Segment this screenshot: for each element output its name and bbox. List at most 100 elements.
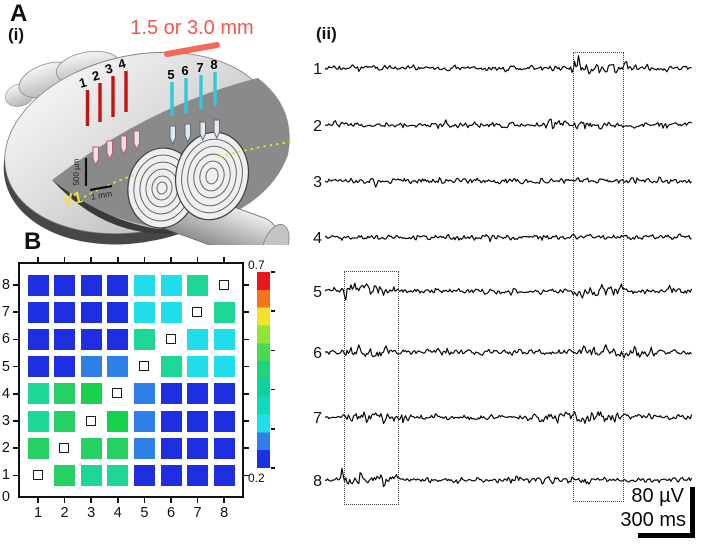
spacing-annotation-bar bbox=[164, 42, 220, 57]
v1-label: V1 bbox=[61, 189, 84, 210]
matrix-cell bbox=[80, 383, 102, 405]
matrix-diagonal-marker bbox=[165, 333, 176, 344]
matrix-cell bbox=[213, 301, 235, 323]
cyan-electrodes bbox=[170, 72, 217, 116]
matrix-cell bbox=[160, 464, 182, 486]
cerebellum bbox=[127, 131, 249, 229]
matrix-cell bbox=[160, 410, 182, 432]
axis-tick-top bbox=[196, 257, 199, 262]
matrix-cell bbox=[54, 464, 76, 486]
matrix-cell bbox=[107, 410, 129, 432]
width-scale-label: 1 mm bbox=[90, 188, 113, 202]
matrix-cell bbox=[160, 301, 182, 323]
axis-tick-left bbox=[13, 311, 18, 313]
axis-tick-right bbox=[244, 474, 249, 477]
colorbar-tick bbox=[271, 349, 275, 352]
colorbar-tick bbox=[271, 271, 275, 273]
axis-tick-top bbox=[143, 257, 146, 262]
x-tick-label: 8 bbox=[220, 505, 229, 521]
electrode-number-1: 1 bbox=[77, 74, 88, 90]
electrode-number-2: 2 bbox=[90, 67, 101, 83]
axis-tick-bottom bbox=[143, 498, 146, 503]
colorbar-min-label: 0.2 bbox=[248, 471, 265, 485]
matrix-diagonal-marker bbox=[192, 306, 203, 317]
matrix-cell bbox=[80, 464, 102, 486]
axis-tick-left bbox=[13, 365, 18, 368]
electrode-number-8: 8 bbox=[210, 57, 217, 72]
axis-tick-left bbox=[13, 393, 18, 395]
matrix-cell bbox=[187, 356, 209, 378]
burst-highlight-box-right bbox=[573, 52, 624, 502]
y-tick-label: 4 bbox=[1, 385, 10, 402]
panel-label-a-i: (i) bbox=[8, 25, 25, 44]
electrode-number-6: 6 bbox=[181, 63, 188, 78]
x-tick-label: 7 bbox=[193, 505, 202, 521]
voltage-trace-7 bbox=[325, 411, 693, 425]
electrode-number-5: 5 bbox=[167, 67, 174, 82]
matrix-cell bbox=[187, 437, 209, 459]
x-tick-label: 3 bbox=[87, 505, 96, 521]
axis-tick-left bbox=[13, 284, 18, 286]
matrix-cell bbox=[213, 464, 235, 486]
matrix-diagonal-marker bbox=[112, 388, 123, 399]
axis-tick-bottom bbox=[223, 498, 225, 503]
y-origin-label: 0 bbox=[1, 489, 10, 505]
axis-tick-right bbox=[244, 393, 249, 395]
matrix-cell bbox=[133, 437, 155, 459]
matrix-cell bbox=[213, 437, 235, 459]
axis-tick-left bbox=[13, 474, 18, 477]
voltage-scalebar bbox=[690, 487, 695, 538]
matrix-cell bbox=[160, 356, 182, 378]
trace-label-7: 7 bbox=[313, 410, 322, 427]
matrix-diagonal-marker bbox=[32, 469, 43, 480]
trace-label-6: 6 bbox=[313, 345, 322, 362]
ghost-electrodes-right bbox=[169, 119, 220, 146]
matrix-cell bbox=[160, 437, 182, 459]
y-tick-label: 5 bbox=[1, 358, 10, 375]
trace-label-5: 5 bbox=[313, 284, 322, 301]
matrix-plot bbox=[18, 262, 244, 498]
matrix-cell bbox=[107, 328, 129, 350]
panel-label-a-ii: (ii) bbox=[316, 24, 337, 43]
matrix-cell bbox=[27, 356, 49, 378]
axis-tick-bottom bbox=[90, 498, 92, 503]
matrix-cell bbox=[54, 383, 76, 405]
brainstem-endcap bbox=[261, 224, 290, 245]
panel-label-b: B bbox=[24, 228, 42, 255]
matrix-diagonal-marker bbox=[85, 415, 96, 426]
matrix-cell bbox=[54, 410, 76, 432]
axis-tick-right bbox=[244, 284, 249, 286]
matrix-cell bbox=[213, 383, 235, 405]
x-tick-label: 2 bbox=[60, 505, 69, 521]
axis-tick-right bbox=[244, 338, 249, 341]
colorbar bbox=[257, 272, 270, 468]
trace-label-3: 3 bbox=[313, 174, 322, 191]
cerebellum-right-folia bbox=[181, 138, 243, 214]
brain-schematic: V1 500 µm 1 mm 1 2 3 4 bbox=[3, 17, 292, 245]
colorbar-max-label: 0.7 bbox=[248, 258, 265, 272]
matrix-cell bbox=[133, 464, 155, 486]
voltage-scalebar-label: 80 µV bbox=[631, 485, 684, 507]
trace-label-8: 8 bbox=[313, 473, 322, 490]
colorbar-tick bbox=[271, 428, 275, 430]
matrix-cell bbox=[27, 328, 49, 350]
axis-tick-top bbox=[223, 257, 225, 262]
y-tick-label: 7 bbox=[1, 304, 10, 321]
matrix-cell bbox=[187, 274, 209, 296]
width-scale-bar bbox=[89, 184, 113, 192]
axis-tick-top bbox=[117, 257, 119, 262]
voltage-trace-4 bbox=[324, 233, 692, 243]
matrix-cell bbox=[54, 328, 76, 350]
voltage-traces-plot: 1 2 3 4 5 6 7 8 bbox=[313, 55, 693, 490]
axis-tick-top bbox=[90, 257, 92, 262]
matrix-cell bbox=[107, 464, 129, 486]
axis-tick-left bbox=[13, 420, 18, 422]
matrix-cell bbox=[80, 437, 102, 459]
trace-label-1: 1 bbox=[313, 61, 322, 78]
ghost-electrodes-left bbox=[92, 130, 140, 167]
x-tick-label: 5 bbox=[140, 505, 149, 521]
matrix-cell bbox=[213, 328, 235, 350]
colorbar-tick bbox=[271, 310, 275, 312]
